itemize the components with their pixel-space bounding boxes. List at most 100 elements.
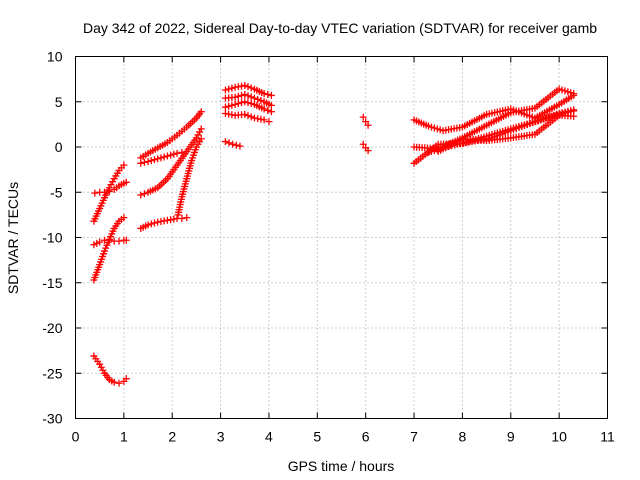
sample-markers (175, 125, 188, 137)
sample-markers (97, 196, 107, 210)
y-tick-label: -20 (42, 320, 62, 336)
sample-markers (175, 150, 189, 167)
data-point (197, 135, 205, 143)
data-point (364, 121, 372, 129)
series-track-2 (90, 161, 128, 225)
series-track-7 (137, 125, 205, 199)
series-track-14 (221, 110, 273, 126)
x-tick-label: 8 (459, 429, 467, 445)
sample-markers (194, 128, 204, 139)
y-tick-labels: -30 -25 -20 -15 -10 -5 0 5 10 (42, 49, 62, 427)
y-tick-label: -10 (42, 230, 62, 246)
y-axis-title: SDTVAR / TECUs (5, 182, 21, 294)
chart-title: Day 342 of 2022, Sidereal Day-to-day VTE… (83, 20, 597, 36)
sample-markers (139, 222, 150, 231)
sample-markers (175, 195, 185, 216)
sample-markers (179, 177, 190, 198)
sample-markers (91, 207, 103, 223)
series-track-17 (359, 140, 372, 155)
data-point (192, 134, 200, 142)
sample-markers (156, 140, 169, 151)
data-point (96, 238, 104, 246)
sample-markers (558, 93, 575, 107)
x-tick-label: 4 (265, 429, 273, 445)
sample-markers (264, 106, 272, 114)
data-point (120, 161, 128, 169)
sample-markers (427, 123, 444, 134)
sample-markers (184, 136, 199, 153)
sample-markers (234, 99, 246, 108)
sample-markers (533, 102, 561, 121)
sample-markers (112, 220, 121, 230)
sample-markers (225, 101, 236, 110)
data-point (570, 90, 578, 98)
sample-markers (167, 215, 178, 224)
data-point (105, 236, 113, 244)
sample-markers (244, 112, 255, 121)
data-series (90, 81, 578, 387)
data-point (173, 149, 181, 157)
data-point (241, 110, 249, 118)
sample-markers (442, 141, 459, 151)
sample-markers (157, 153, 168, 162)
data-point (183, 214, 191, 222)
data-point (122, 236, 130, 244)
sample-markers (533, 87, 561, 110)
sample-markers (510, 121, 531, 134)
sample-markers (92, 355, 102, 365)
series-track-8 (137, 214, 191, 232)
sample-markers (139, 151, 150, 160)
data-point (241, 98, 249, 106)
data-point (122, 375, 130, 383)
data-point (110, 378, 118, 386)
sample-markers (234, 82, 246, 91)
grid (75, 56, 608, 419)
data-point (105, 187, 113, 195)
series-track-5 (90, 352, 130, 387)
data-point (260, 116, 268, 124)
sample-markers (166, 133, 179, 145)
sample-markers (146, 145, 159, 156)
sample-markers (244, 99, 255, 108)
y-tick-label: -30 (42, 411, 62, 427)
data-point (154, 155, 162, 163)
sample-markers (102, 238, 112, 252)
sample-markers (548, 108, 575, 120)
sample-markers (264, 91, 272, 99)
sample-markers (225, 94, 236, 102)
x-tick-label: 9 (507, 429, 515, 445)
data-point (221, 86, 229, 94)
data-point (197, 108, 205, 116)
y-tick-label: -5 (50, 184, 63, 200)
data-point (101, 188, 109, 196)
sample-markers (97, 363, 107, 374)
data-point (122, 178, 130, 186)
data-point (231, 93, 239, 101)
sample-markers (442, 124, 464, 134)
sample-markers (490, 128, 512, 141)
data-point (137, 159, 145, 167)
x-tick-label: 7 (410, 429, 418, 445)
sample-markers (91, 263, 103, 281)
data-point (144, 221, 152, 229)
series-track-12 (221, 91, 275, 109)
data-point (250, 94, 258, 102)
series-track-22 (425, 107, 578, 156)
series-track-15 (221, 138, 244, 150)
sample-markers (485, 110, 512, 128)
x-tick-label: 6 (362, 429, 370, 445)
data-point (163, 152, 171, 160)
sample-markers (165, 163, 179, 180)
sample-markers (194, 110, 204, 120)
series-track-6 (137, 108, 205, 162)
y-tick-label: 5 (55, 94, 63, 110)
data-point (115, 379, 123, 387)
sample-markers (167, 150, 178, 159)
sample-markers (234, 91, 246, 100)
sample-markers (225, 139, 233, 147)
data-point (359, 113, 367, 121)
series-track-3 (90, 236, 130, 249)
data-point (267, 91, 275, 99)
data-point (231, 100, 239, 108)
data-point (229, 140, 237, 148)
